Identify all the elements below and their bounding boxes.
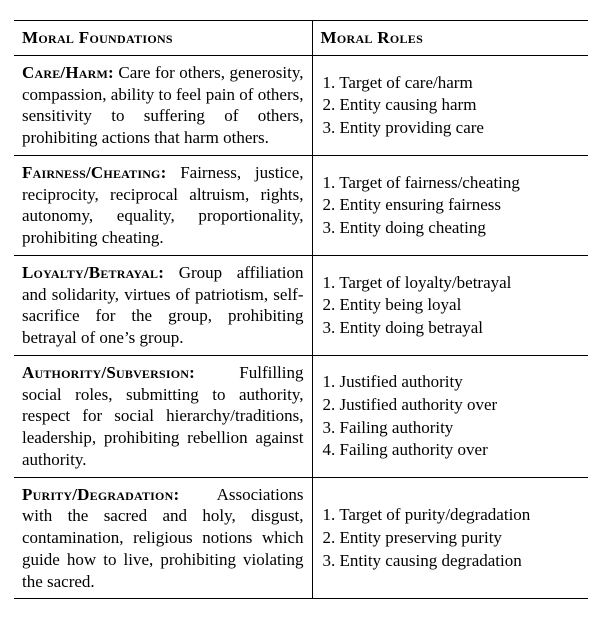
roles-cell: 1. Justified authority 2. Justified auth… <box>312 355 588 477</box>
role-item: 2. Entity causing harm <box>323 94 581 116</box>
table-row: Fairness/Cheating: Fairness, justice, re… <box>14 155 588 255</box>
role-item: 4. Failing authority over <box>323 439 581 461</box>
foundation-title: Purity/Degradation: <box>22 485 179 504</box>
header-left: Moral Foundations <box>14 21 312 56</box>
foundation-cell: Purity/Degradation: Associ­ations with t… <box>14 477 312 599</box>
role-item: 1. Target of care/harm <box>323 72 581 94</box>
role-item: 1. Target of loyalty/betrayal <box>323 272 581 294</box>
role-item: 2. Entity being loyal <box>323 294 581 316</box>
foundation-title: Care/Harm: <box>22 63 114 82</box>
roles-cell: 1. Target of loyalty/betrayal 2. Entity … <box>312 255 588 355</box>
role-item: 2. Justified authority over <box>323 394 581 416</box>
role-item: 3. Entity causing degradation <box>323 550 581 572</box>
role-item: 3. Failing authority <box>323 417 581 439</box>
role-item: 3. Entity doing betrayal <box>323 317 581 339</box>
role-item: 3. Entity providing care <box>323 117 581 139</box>
foundation-title: Fairness/Cheating: <box>22 163 166 182</box>
role-item: 1. Target of fairness/cheating <box>323 172 581 194</box>
table-row: Authority/Subversion: Ful­filling social… <box>14 355 588 477</box>
foundation-cell: Authority/Subversion: Ful­filling social… <box>14 355 312 477</box>
moral-foundations-table: Moral Foundations Moral Roles Care/Harm:… <box>14 20 588 599</box>
foundation-title: Loyalty/Betrayal: <box>22 263 164 282</box>
foundation-cell: Care/Harm: Care for others, gen­erosity,… <box>14 55 312 155</box>
table-row: Purity/Degradation: Associ­ations with t… <box>14 477 588 599</box>
foundation-cell: Loyalty/Betrayal: Group af­filiation and… <box>14 255 312 355</box>
table-row: Loyalty/Betrayal: Group af­filiation and… <box>14 255 588 355</box>
foundation-title: Authority/Subversion: <box>22 363 195 382</box>
role-item: 2. Entity preserving purity <box>323 527 581 549</box>
header-right: Moral Roles <box>312 21 588 56</box>
roles-cell: 1. Target of purity/degradation 2. Entit… <box>312 477 588 599</box>
table-row: Care/Harm: Care for others, gen­erosity,… <box>14 55 588 155</box>
role-item: 1. Justified authority <box>323 371 581 393</box>
role-item: 2. Entity ensuring fairness <box>323 194 581 216</box>
role-item: 3. Entity doing cheating <box>323 217 581 239</box>
roles-cell: 1. Target of fairness/cheating 2. Entity… <box>312 155 588 255</box>
table-header-row: Moral Foundations Moral Roles <box>14 21 588 56</box>
foundation-cell: Fairness/Cheating: Fairness, justice, re… <box>14 155 312 255</box>
role-item: 1. Target of purity/degradation <box>323 504 581 526</box>
roles-cell: 1. Target of care/harm 2. Entity causing… <box>312 55 588 155</box>
